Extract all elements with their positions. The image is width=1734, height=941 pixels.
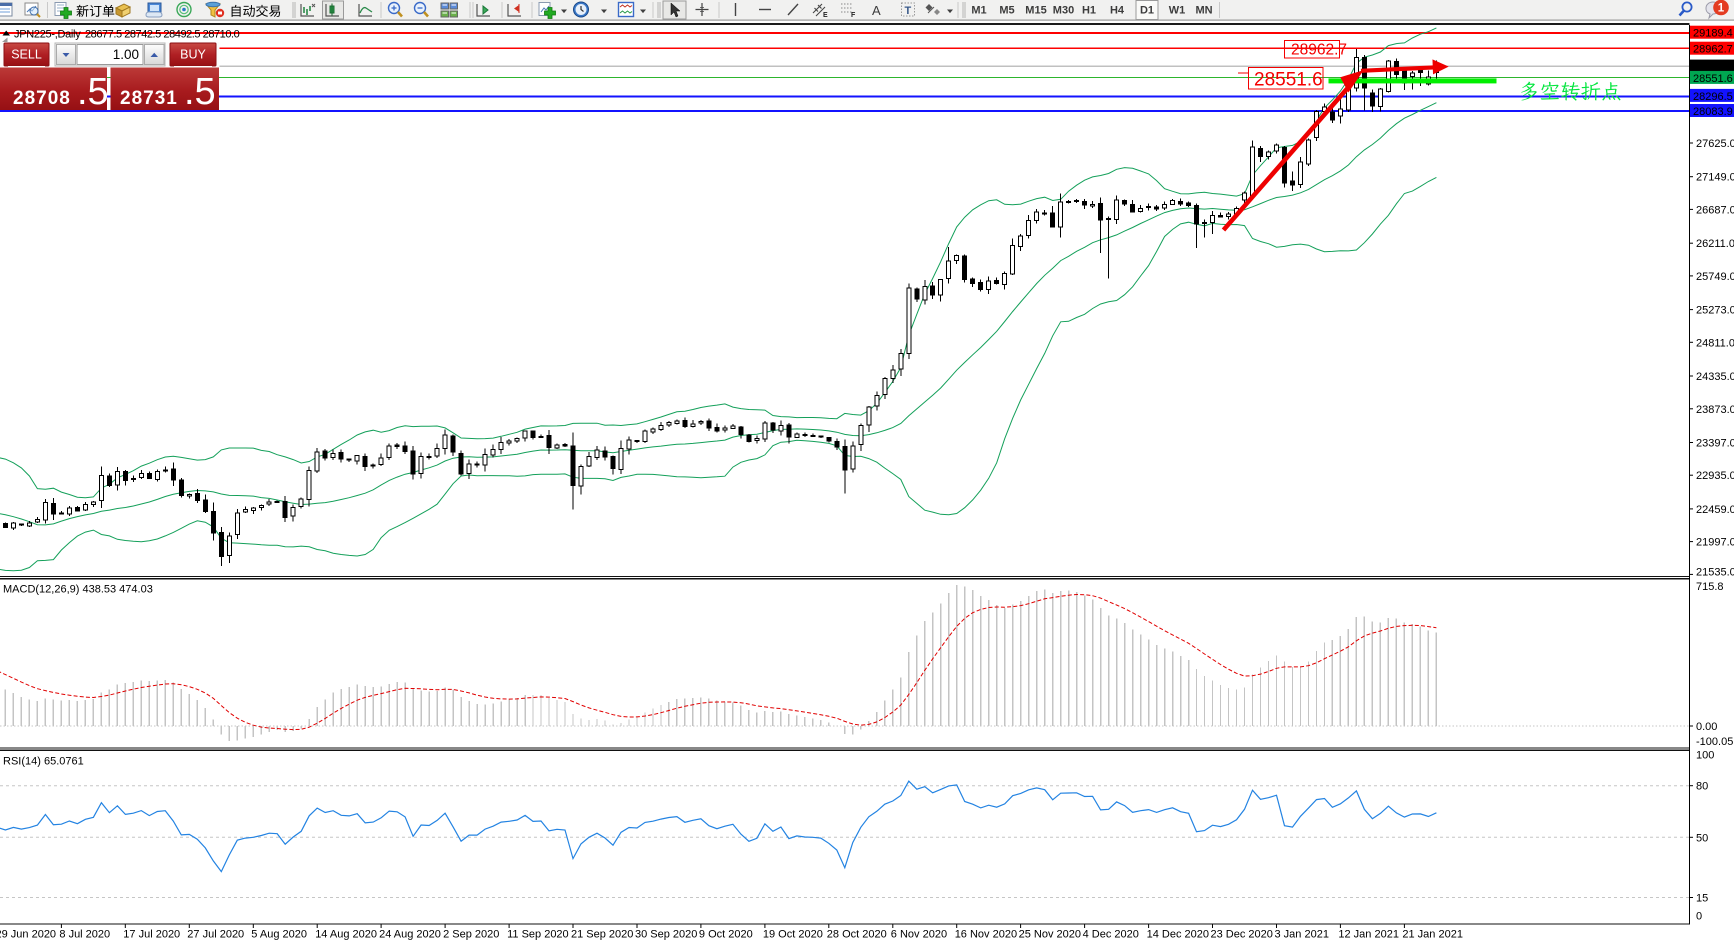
svg-text:MN: MN <box>1195 5 1212 17</box>
svg-text:8 Jul 2020: 8 Jul 2020 <box>59 929 110 941</box>
svg-text:RSI(14) 65.0761: RSI(14) 65.0761 <box>3 756 84 768</box>
svg-text:M30: M30 <box>1053 5 1074 17</box>
svg-text:24811.0: 24811.0 <box>1696 337 1734 349</box>
svg-text:F: F <box>851 12 856 19</box>
svg-text:3 Jan 2021: 3 Jan 2021 <box>1275 929 1329 941</box>
svg-text:M15: M15 <box>1025 5 1046 17</box>
svg-text:0: 0 <box>1696 911 1702 923</box>
svg-text:25273.0: 25273.0 <box>1696 305 1734 317</box>
svg-text:5 Aug 2020: 5 Aug 2020 <box>251 929 307 941</box>
svg-text:22935.0: 22935.0 <box>1696 470 1734 482</box>
svg-text:M1: M1 <box>971 5 986 17</box>
svg-text:26687.0: 26687.0 <box>1696 204 1734 216</box>
svg-text:80: 80 <box>1696 781 1708 793</box>
svg-text:29 Jun 2020: 29 Jun 2020 <box>0 929 56 941</box>
svg-text:4 Dec 2020: 4 Dec 2020 <box>1083 929 1139 941</box>
svg-text:2 Sep 2020: 2 Sep 2020 <box>443 929 499 941</box>
svg-text:.5: .5 <box>184 71 216 113</box>
svg-text:28677.5 28742.5 28492.5 28710.: 28677.5 28742.5 28492.5 28710.0 <box>85 29 240 41</box>
svg-text:28083.9: 28083.9 <box>1693 106 1733 118</box>
svg-text:14 Dec 2020: 14 Dec 2020 <box>1147 929 1209 941</box>
svg-text:23873.0: 23873.0 <box>1696 404 1734 416</box>
svg-text:16 Nov 2020: 16 Nov 2020 <box>955 929 1017 941</box>
svg-text:28731: 28731 <box>120 88 178 109</box>
svg-text:-100.05: -100.05 <box>1696 736 1733 748</box>
svg-text:21997.0: 21997.0 <box>1696 537 1734 549</box>
svg-text:H1: H1 <box>1082 5 1096 17</box>
svg-text:29189.4: 29189.4 <box>1693 28 1733 40</box>
svg-text:27625.0: 27625.0 <box>1696 138 1734 150</box>
svg-text:W1: W1 <box>1169 5 1186 17</box>
svg-text:9 Oct 2020: 9 Oct 2020 <box>699 929 753 941</box>
svg-text:28296.5: 28296.5 <box>1693 91 1733 103</box>
svg-text:30 Sep 2020: 30 Sep 2020 <box>635 929 697 941</box>
svg-text:25 Nov 2020: 25 Nov 2020 <box>1019 929 1081 941</box>
svg-text:D1: D1 <box>1140 5 1154 17</box>
svg-text:11 Sep 2020: 11 Sep 2020 <box>507 929 569 941</box>
svg-text:1.00: 1.00 <box>113 47 139 62</box>
svg-text:27149.0: 27149.0 <box>1696 172 1734 184</box>
svg-text:19 Oct 2020: 19 Oct 2020 <box>763 929 823 941</box>
svg-text:M5: M5 <box>999 5 1014 17</box>
svg-text:28962.7: 28962.7 <box>1693 44 1733 56</box>
svg-text:28710.0: 28710.0 <box>1693 62 1733 74</box>
svg-text:14 Aug 2020: 14 Aug 2020 <box>315 929 377 941</box>
svg-text:21 Jan 2021: 21 Jan 2021 <box>1402 929 1463 941</box>
svg-text:28708: 28708 <box>13 88 71 109</box>
svg-text:21 Sep 2020: 21 Sep 2020 <box>571 929 633 941</box>
svg-text:28551.6: 28551.6 <box>1693 73 1733 85</box>
svg-text:100: 100 <box>1696 750 1714 762</box>
svg-text:T: T <box>905 5 912 17</box>
svg-text:28551.6: 28551.6 <box>1254 70 1323 91</box>
svg-text:50: 50 <box>1696 832 1708 844</box>
svg-text:23 Dec 2020: 23 Dec 2020 <box>1211 929 1273 941</box>
svg-text:.5: .5 <box>77 71 109 113</box>
svg-text:22459.0: 22459.0 <box>1696 504 1734 516</box>
svg-text:28 Oct 2020: 28 Oct 2020 <box>827 929 887 941</box>
svg-text:0.00: 0.00 <box>1696 721 1717 733</box>
svg-text:25749.0: 25749.0 <box>1696 271 1734 283</box>
svg-text:A: A <box>872 3 881 18</box>
svg-text:1: 1 <box>1718 3 1725 15</box>
svg-text:JPN225-,Daily: JPN225-,Daily <box>14 29 81 41</box>
svg-text:12 Jan 2021: 12 Jan 2021 <box>1338 929 1399 941</box>
svg-text:SELL: SELL <box>11 48 42 62</box>
svg-text:27 Jul 2020: 27 Jul 2020 <box>187 929 244 941</box>
svg-text:6 Nov 2020: 6 Nov 2020 <box>891 929 947 941</box>
svg-text:28962.7: 28962.7 <box>1291 42 1347 59</box>
svg-text:715.8: 715.8 <box>1696 581 1724 593</box>
svg-text:17 Jul 2020: 17 Jul 2020 <box>123 929 180 941</box>
svg-text:15: 15 <box>1696 893 1708 905</box>
svg-text:MACD(12,26,9) 438.53 474.03: MACD(12,26,9) 438.53 474.03 <box>3 584 153 596</box>
svg-text:24335.0: 24335.0 <box>1696 371 1734 383</box>
svg-text:BUY: BUY <box>180 48 206 62</box>
svg-text:E: E <box>823 12 828 19</box>
svg-text:26211.0: 26211.0 <box>1696 238 1734 250</box>
svg-text:24 Aug 2020: 24 Aug 2020 <box>379 929 441 941</box>
svg-text:H4: H4 <box>1110 5 1125 17</box>
svg-text:21535.0: 21535.0 <box>1696 567 1734 579</box>
svg-text:23397.0: 23397.0 <box>1696 438 1734 450</box>
